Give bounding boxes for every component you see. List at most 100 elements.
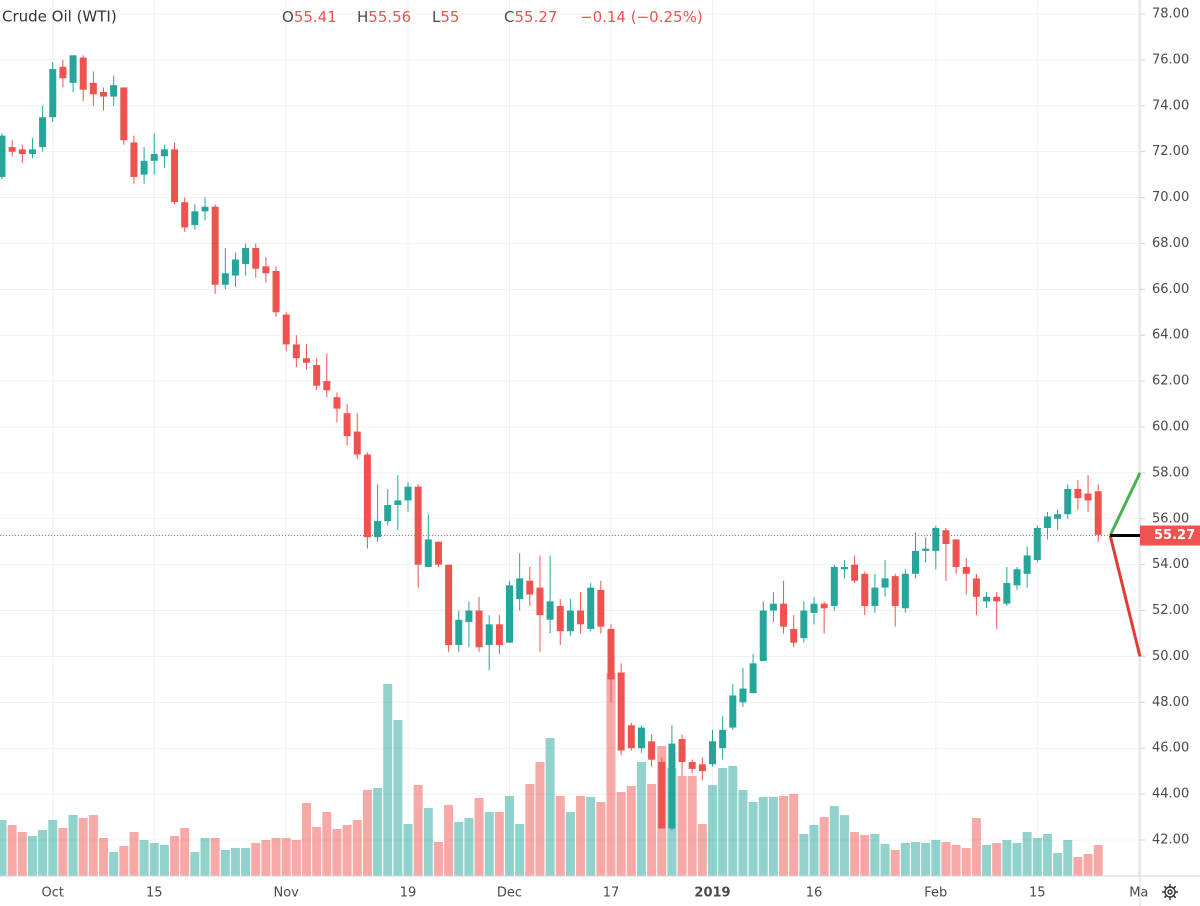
x-tick-label: Feb <box>924 886 947 901</box>
x-tick-label: 17 <box>603 886 620 901</box>
volume-bar <box>809 825 819 876</box>
x-tick-label: Dec <box>497 886 522 901</box>
projection-line <box>1108 472 1142 537</box>
volume-bar <box>1093 845 1103 876</box>
volume-bar <box>839 815 849 876</box>
volume-bar <box>1032 838 1042 876</box>
last-price-badge <box>1140 525 1200 546</box>
x-tick-label: 16 <box>806 886 823 901</box>
volume-bar <box>1083 854 1093 876</box>
volume-bar <box>697 824 707 876</box>
volume-bar <box>129 832 139 876</box>
volume-bar <box>748 802 758 876</box>
volume-bar <box>99 838 108 876</box>
candle-body <box>49 69 57 118</box>
candle-pane <box>0 55 1140 831</box>
candle-body <box>252 248 260 269</box>
volume-bar <box>900 843 910 876</box>
label: L <box>432 8 441 26</box>
candle-body <box>1043 516 1051 528</box>
value: 55.56 <box>368 8 411 26</box>
volume-bar <box>0 820 7 876</box>
volume-bar <box>890 850 900 876</box>
volume-bar <box>525 784 535 876</box>
candle-body <box>414 486 422 565</box>
y-tick-label: 60.00 <box>1152 420 1189 435</box>
candle-body <box>556 605 564 632</box>
ohlc-change: −0.14 (−0.25%) <box>580 8 703 26</box>
volume-bar <box>220 850 230 876</box>
candle-body <box>79 57 87 90</box>
candle-body <box>130 142 138 177</box>
volume-bar <box>565 812 575 876</box>
ohlc-high: H55.56 <box>357 8 411 26</box>
volume-bar <box>636 762 646 876</box>
volume-bar <box>342 825 352 876</box>
volume-bar <box>373 788 383 876</box>
volume-bar <box>159 845 169 876</box>
candle-body <box>424 539 432 567</box>
x-tick-label: 15 <box>146 886 163 901</box>
volume-bar <box>728 766 738 876</box>
volume-bar <box>1002 840 1012 876</box>
volume-bar <box>17 832 27 876</box>
candle-body <box>353 431 361 455</box>
candle-body <box>566 610 574 632</box>
volume-bar <box>1053 853 1063 876</box>
volume-bar <box>616 792 626 876</box>
volume-bar <box>626 786 636 876</box>
volume-bar <box>180 828 190 876</box>
candle-body <box>455 619 463 645</box>
volume-bar <box>322 812 332 876</box>
volume-bar <box>210 838 220 876</box>
volume-bar <box>58 828 68 876</box>
volume-bar <box>48 820 58 876</box>
y-tick-label: 72.00 <box>1152 144 1189 159</box>
y-tick-label: 58.00 <box>1152 465 1189 480</box>
volume-bar <box>27 836 37 876</box>
x-tick-label: 2019 <box>694 886 730 901</box>
volume-bar <box>911 842 920 876</box>
settings-icon[interactable] <box>1162 884 1178 900</box>
volume-bar <box>291 840 301 876</box>
candle-body <box>810 603 818 613</box>
candle-body <box>201 206 209 212</box>
candle-body <box>231 259 239 276</box>
volume-bar <box>433 842 443 876</box>
volume-bar <box>1073 857 1083 876</box>
x-tick-label: 19 <box>400 886 417 901</box>
candle-body <box>739 688 747 703</box>
volume-bar <box>982 845 992 876</box>
candle-body <box>211 206 219 285</box>
candle-body <box>394 500 402 506</box>
y-tick-label: 42.00 <box>1152 833 1189 848</box>
candle-body <box>313 365 321 386</box>
volume-bar <box>119 846 129 876</box>
volume-bar <box>870 834 880 876</box>
volume-bar <box>139 840 149 876</box>
volume-bar <box>606 673 616 876</box>
candle-body <box>110 85 118 97</box>
candle-body <box>536 587 544 616</box>
volume-bar <box>535 762 545 876</box>
candle-body <box>363 454 371 538</box>
y-tick-label: 64.00 <box>1152 328 1189 343</box>
candle-body <box>28 149 36 154</box>
volume-bar <box>860 835 870 876</box>
candle-body <box>150 153 158 161</box>
volume-bar <box>880 844 890 876</box>
volume-bar <box>921 843 931 876</box>
candle-body <box>221 273 229 285</box>
candle-body <box>384 505 392 522</box>
volume-bar <box>302 803 311 876</box>
label: O <box>282 8 294 26</box>
candle-body <box>901 573 909 609</box>
volume-bar <box>545 738 555 876</box>
ohlc-low: L55 <box>432 8 459 26</box>
candle-body <box>303 358 310 363</box>
candle-body <box>972 578 980 597</box>
y-tick-label: 74.00 <box>1152 98 1189 113</box>
candle-body <box>617 672 625 751</box>
volume-bar <box>200 838 210 876</box>
